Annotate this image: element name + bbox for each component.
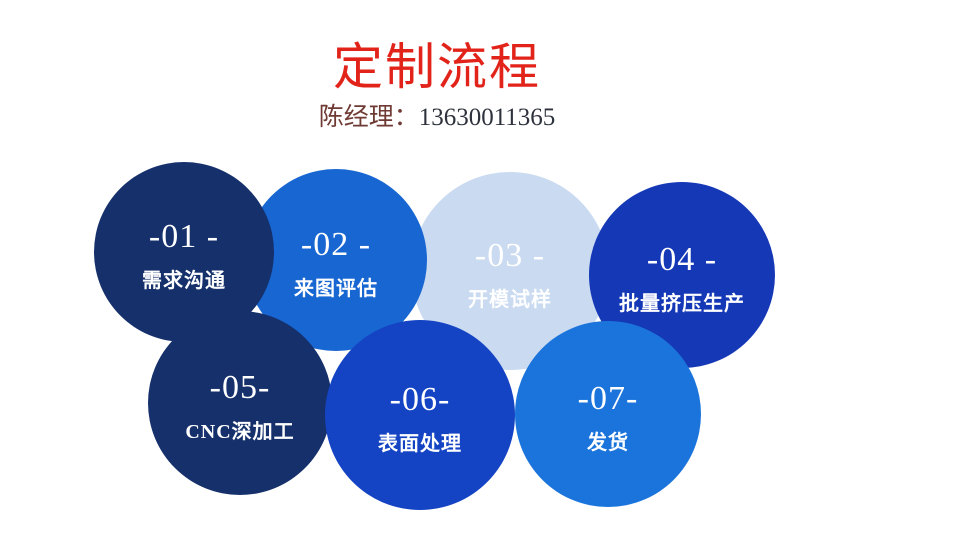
step-label: 批量挤压生产 bbox=[619, 293, 745, 315]
step-label: 表面处理 bbox=[378, 433, 462, 455]
step-circle-4: -04 - 批量挤压生产 bbox=[589, 182, 775, 368]
step-number: -03 - bbox=[474, 237, 546, 274]
contact-phone: 13630011365 bbox=[418, 104, 556, 131]
step-label: 需求沟通 bbox=[142, 270, 226, 292]
step-number: -01 - bbox=[148, 218, 220, 255]
step-circle-7: -07- 发货 bbox=[515, 321, 701, 507]
step-label: 来图评估 bbox=[294, 278, 378, 300]
step-circle-6: -06- 表面处理 bbox=[325, 320, 515, 510]
step-circle-5: -05- CNC深加工 bbox=[148, 311, 332, 495]
header: 定制流程 陈经理：13630011365 bbox=[0, 38, 874, 132]
contact-name: 陈经理： bbox=[318, 104, 419, 131]
step-circle-1: -01 - 需求沟通 bbox=[94, 162, 274, 342]
step-label: CNC深加工 bbox=[185, 421, 295, 443]
contact-info: 陈经理：13630011365 bbox=[0, 104, 874, 132]
page-title: 定制流程 bbox=[333, 39, 541, 95]
step-number: -07- bbox=[577, 380, 639, 417]
step-number: -02 - bbox=[300, 226, 372, 263]
step-number: -06- bbox=[389, 381, 451, 418]
step-number: -05- bbox=[209, 369, 271, 406]
step-label: 发货 bbox=[587, 432, 629, 454]
step-number: -04 - bbox=[646, 241, 718, 278]
step-label: 开模试样 bbox=[468, 289, 552, 311]
